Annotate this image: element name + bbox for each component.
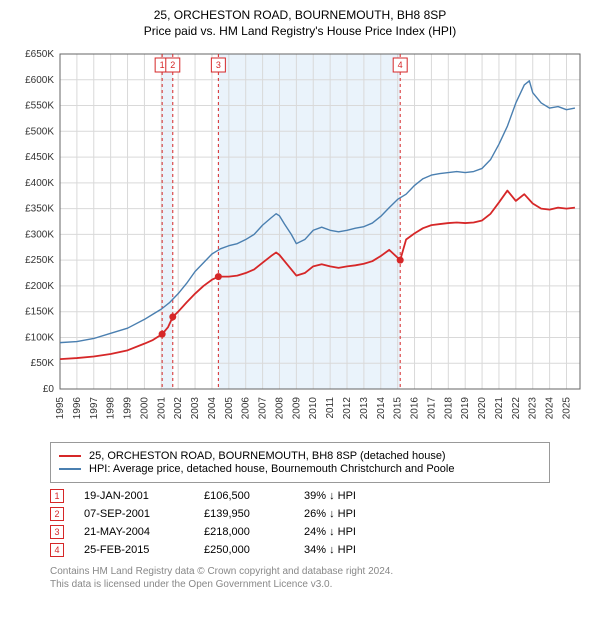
sale-row: 3 21-MAY-2004£218,00024% ↓ HPI bbox=[50, 525, 590, 539]
sale-date: 25-FEB-2015 bbox=[84, 544, 204, 556]
x-tick-label: 2000 bbox=[139, 397, 150, 420]
x-tick-label: 2015 bbox=[393, 397, 404, 420]
y-tick-label: £250K bbox=[25, 255, 54, 266]
sale-marker-number: 2 bbox=[170, 60, 175, 70]
y-tick-label: £100K bbox=[25, 332, 54, 343]
sale-marker-number: 4 bbox=[398, 60, 403, 70]
x-tick-label: 1997 bbox=[89, 397, 100, 420]
x-tick-label: 2013 bbox=[359, 397, 370, 420]
sale-price: £218,000 bbox=[204, 526, 304, 538]
x-tick-label: 2012 bbox=[342, 397, 353, 420]
sale-row-marker: 3 bbox=[50, 525, 64, 539]
sale-marker-number: 1 bbox=[160, 60, 165, 70]
x-tick-label: 2025 bbox=[561, 397, 572, 420]
y-tick-label: £650K bbox=[25, 49, 54, 60]
shaded-band bbox=[162, 54, 173, 389]
y-tick-label: £550K bbox=[25, 101, 54, 112]
legend-label: 25, ORCHESTON ROAD, BOURNEMOUTH, BH8 8SP… bbox=[89, 450, 446, 462]
sale-row: 1 19-JAN-2001£106,50039% ↓ HPI bbox=[50, 489, 590, 503]
y-tick-label: £500K bbox=[25, 126, 54, 137]
x-tick-label: 2003 bbox=[190, 397, 201, 420]
x-tick-label: 2001 bbox=[156, 397, 167, 420]
x-tick-label: 2023 bbox=[528, 397, 539, 420]
x-tick-label: 2006 bbox=[241, 397, 252, 420]
legend-item: 25, ORCHESTON ROAD, BOURNEMOUTH, BH8 8SP… bbox=[59, 450, 541, 462]
page: 25, ORCHESTON ROAD, BOURNEMOUTH, BH8 8SP… bbox=[0, 0, 600, 601]
y-tick-label: £200K bbox=[25, 281, 54, 292]
y-tick-label: £400K bbox=[25, 178, 54, 189]
title-subtitle: Price paid vs. HM Land Registry's House … bbox=[10, 24, 590, 38]
chart-title: 25, ORCHESTON ROAD, BOURNEMOUTH, BH8 8SP… bbox=[10, 8, 590, 38]
legend-swatch bbox=[59, 455, 81, 457]
footer-line2: This data is licensed under the Open Gov… bbox=[50, 578, 590, 591]
x-tick-label: 2019 bbox=[460, 397, 471, 420]
legend-swatch bbox=[59, 468, 81, 470]
title-address: 25, ORCHESTON ROAD, BOURNEMOUTH, BH8 8SP bbox=[10, 8, 590, 22]
sale-row: 2 07-SEP-2001£139,95026% ↓ HPI bbox=[50, 507, 590, 521]
sale-marker-number: 3 bbox=[216, 60, 221, 70]
x-tick-label: 2008 bbox=[274, 397, 285, 420]
sale-row-marker: 4 bbox=[50, 543, 64, 557]
x-tick-label: 2007 bbox=[258, 397, 269, 420]
x-tick-label: 2024 bbox=[545, 397, 556, 420]
sale-delta: 24% ↓ HPI bbox=[304, 526, 414, 538]
sale-delta: 39% ↓ HPI bbox=[304, 490, 414, 502]
x-tick-label: 1998 bbox=[106, 397, 117, 420]
legend-item: HPI: Average price, detached house, Bour… bbox=[59, 463, 541, 475]
x-tick-label: 2018 bbox=[443, 397, 454, 420]
y-tick-label: £150K bbox=[25, 307, 54, 318]
x-tick-label: 2005 bbox=[224, 397, 235, 420]
sale-date: 07-SEP-2001 bbox=[84, 508, 204, 520]
x-tick-label: 1999 bbox=[123, 397, 134, 420]
sale-price: £139,950 bbox=[204, 508, 304, 520]
price-chart: £0 £50K £100K £150K £200K £250K £300K £350K £400… bbox=[10, 44, 590, 434]
legend: 25, ORCHESTON ROAD, BOURNEMOUTH, BH8 8SP… bbox=[50, 442, 550, 483]
x-tick-label: 2021 bbox=[494, 397, 505, 420]
sale-price: £250,000 bbox=[204, 544, 304, 556]
x-tick-label: 1995 bbox=[55, 397, 66, 420]
x-tick-label: 2014 bbox=[376, 397, 387, 420]
footer-attribution: Contains HM Land Registry data © Crown c… bbox=[50, 565, 590, 591]
x-tick-label: 2002 bbox=[173, 397, 184, 420]
x-tick-label: 2020 bbox=[477, 397, 488, 420]
y-tick-label: £600K bbox=[25, 75, 54, 86]
x-tick-label: 2010 bbox=[308, 397, 319, 420]
x-tick-label: 2016 bbox=[410, 397, 421, 420]
footer-line1: Contains HM Land Registry data © Crown c… bbox=[50, 565, 590, 578]
sale-date: 21-MAY-2004 bbox=[84, 526, 204, 538]
sale-delta: 26% ↓ HPI bbox=[304, 508, 414, 520]
x-tick-label: 2004 bbox=[207, 397, 218, 420]
x-tick-label: 2011 bbox=[325, 397, 336, 419]
y-tick-label: £300K bbox=[25, 229, 54, 240]
chart-area: £0 £50K £100K £150K £200K £250K £300K £350K £400… bbox=[10, 44, 590, 434]
y-tick-label: £50K bbox=[31, 358, 55, 369]
x-tick-label: 2009 bbox=[291, 397, 302, 420]
y-tick-label: £0 bbox=[43, 384, 55, 395]
x-tick-label: 2022 bbox=[511, 397, 522, 420]
sale-row-marker: 1 bbox=[50, 489, 64, 503]
legend-label: HPI: Average price, detached house, Bour… bbox=[89, 463, 454, 475]
sale-price: £106,500 bbox=[204, 490, 304, 502]
y-tick-label: £350K bbox=[25, 204, 54, 215]
sale-row: 4 25-FEB-2015£250,00034% ↓ HPI bbox=[50, 543, 590, 557]
sale-date: 19-JAN-2001 bbox=[84, 490, 204, 502]
y-tick-label: £450K bbox=[25, 152, 54, 163]
sales-table: 1 19-JAN-2001£106,50039% ↓ HPI 2 07-SEP-200… bbox=[50, 489, 590, 557]
x-tick-label: 1996 bbox=[72, 397, 83, 420]
sale-row-marker: 2 bbox=[50, 507, 64, 521]
sale-delta: 34% ↓ HPI bbox=[304, 544, 414, 556]
x-tick-label: 2017 bbox=[426, 397, 437, 420]
